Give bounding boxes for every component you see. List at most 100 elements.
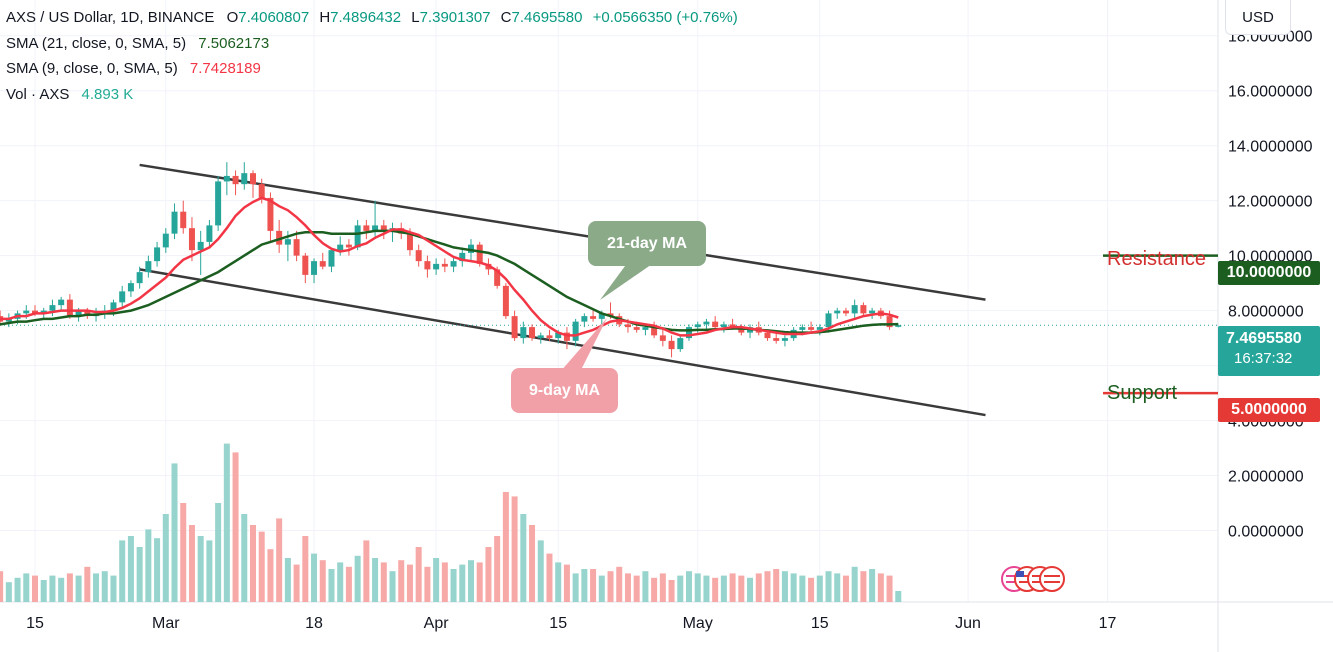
- sma9-row[interactable]: SMA (9, close, 0, SMA, 5) 7.7428189: [6, 56, 738, 82]
- candle-body: [276, 230, 283, 245]
- volume-bar: [345, 566, 352, 602]
- candle-body: [354, 225, 361, 248]
- candle-body: [127, 283, 134, 292]
- current-price-value: 7.4695580: [1226, 330, 1302, 347]
- volume-bar: [223, 443, 230, 602]
- symbol-title[interactable]: AXS / US Dollar, 1D, BINANCE: [6, 9, 215, 26]
- current-price-tag: 7.4695580 16:37:32: [1218, 326, 1320, 376]
- volume-bar: [328, 569, 335, 602]
- candle-body: [311, 261, 318, 275]
- volume-bar: [406, 564, 413, 602]
- volume-bar: [154, 538, 161, 602]
- volume-bar: [877, 573, 884, 602]
- candle-body: [886, 316, 893, 328]
- ohlc-change: +0.0566350 (+0.76%): [592, 9, 738, 26]
- volume-bar: [433, 558, 440, 602]
- candle-body: [441, 263, 448, 267]
- volume-bar: [712, 577, 719, 602]
- candle-body: [851, 305, 858, 314]
- x-tick-label: Mar: [152, 615, 180, 632]
- volume-bar: [886, 575, 893, 602]
- volume-bar: [450, 569, 457, 602]
- candle-body: [49, 305, 56, 311]
- volume-bar: [40, 580, 47, 602]
- volume-bar: [842, 575, 849, 602]
- volume-bar: [511, 496, 518, 602]
- volume-bar: [145, 529, 152, 602]
- volume-bar: [581, 569, 588, 602]
- currency-button[interactable]: USD: [1225, 0, 1291, 35]
- volume-bar: [372, 558, 379, 602]
- volume-bar: [258, 531, 265, 602]
- ma21-callout: 21-day MA: [588, 221, 706, 266]
- candle-body: [293, 239, 300, 256]
- volume-bar: [502, 492, 509, 602]
- candle-body: [712, 321, 719, 328]
- volume-bar: [607, 571, 614, 602]
- candle-body: [215, 181, 222, 226]
- candle-body: [677, 338, 684, 350]
- support-price-tag: 5.0000000: [1218, 398, 1320, 422]
- x-tick-label: 17: [1099, 615, 1117, 632]
- volume-bar: [616, 566, 623, 602]
- candle-body: [537, 335, 544, 339]
- volume-bar: [119, 540, 126, 602]
- candle-body: [32, 310, 38, 314]
- candle-body: [869, 310, 876, 314]
- volume-bar: [668, 580, 675, 602]
- volume-bar: [75, 575, 82, 602]
- volume-bar: [590, 569, 597, 602]
- volume-bar: [302, 536, 309, 602]
- volume-bar: [101, 571, 108, 602]
- volume-bar: [250, 525, 256, 602]
- candle-body: [502, 285, 509, 317]
- candle-body: [825, 313, 832, 328]
- sma21-row[interactable]: SMA (21, close, 0, SMA, 5) 7.5062173: [6, 31, 738, 57]
- candle-body: [424, 261, 431, 270]
- volume-bar: [773, 569, 780, 602]
- sma21-line: [0, 229, 899, 334]
- candle-body: [328, 250, 335, 267]
- candle-body: [738, 327, 745, 333]
- candle-body: [703, 321, 710, 325]
- candle-body: [764, 332, 771, 339]
- candle-body: [363, 225, 370, 231]
- volume-bar: [494, 536, 501, 602]
- volume-bar: [398, 560, 405, 602]
- volume-bar: [0, 571, 4, 602]
- candle-body: [468, 244, 474, 253]
- candle-body: [686, 327, 692, 339]
- candle-body: [494, 269, 501, 286]
- volume-bar: [825, 571, 832, 602]
- volume-label: Vol · AXS: [6, 85, 70, 103]
- candle-body: [529, 327, 536, 339]
- volume-bar: [476, 562, 483, 602]
- x-tick-label: 15: [811, 615, 829, 632]
- volume-bar: [58, 577, 65, 602]
- candle-body: [590, 316, 597, 319]
- volume-bar: [319, 560, 326, 602]
- candle-body: [555, 332, 562, 339]
- candle-body: [66, 299, 73, 317]
- candle-body: [250, 173, 256, 185]
- volume-bar: [93, 573, 100, 602]
- channel-upper-line: [139, 163, 986, 301]
- candle-body: [450, 261, 457, 267]
- volume-bar: [276, 518, 283, 602]
- volume-row[interactable]: Vol · AXS 4.893 K: [6, 82, 738, 108]
- ohlc-open-value: 7.4060807: [238, 9, 310, 26]
- volume-bar: [869, 569, 876, 602]
- volume-bar: [49, 575, 56, 602]
- volume-bar: [686, 571, 692, 602]
- candle-body: [119, 291, 126, 303]
- candle-body: [58, 299, 65, 306]
- ohlc-low-value: 7.3901307: [419, 9, 491, 26]
- candle-body: [834, 310, 841, 314]
- volume-bar: [555, 562, 562, 602]
- candle-body: [162, 233, 169, 248]
- volume-bar: [293, 564, 300, 602]
- candle-body: [372, 225, 379, 231]
- y-tick-label: 14.0000000: [1228, 139, 1313, 156]
- volume-bar: [747, 577, 754, 602]
- candle-body: [188, 228, 195, 251]
